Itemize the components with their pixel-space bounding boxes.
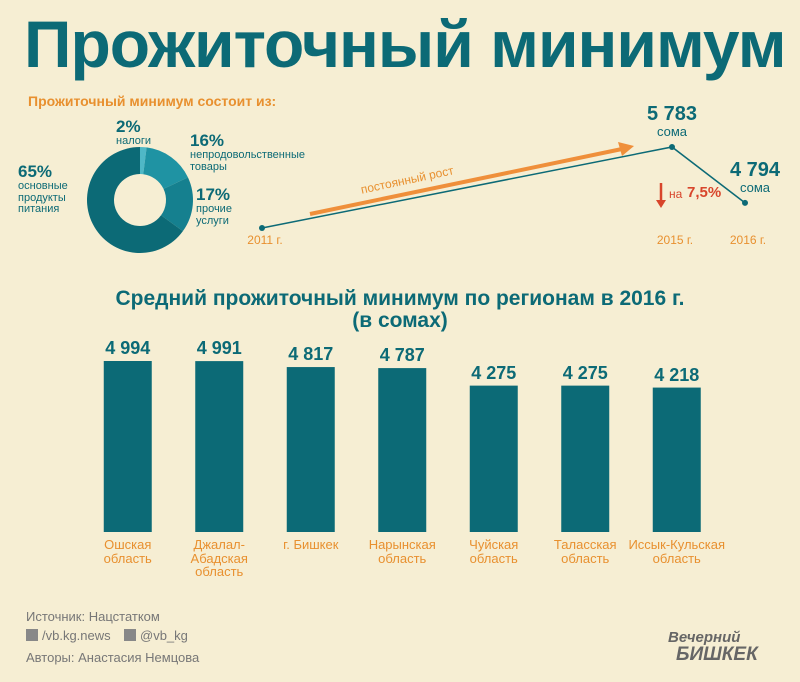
point: [669, 143, 675, 150]
segment-value: 16%: [190, 131, 225, 150]
segment-value: 65%: [18, 162, 53, 181]
change-label: 7,5%: [687, 184, 722, 201]
bar: [195, 361, 244, 532]
bar: [103, 361, 152, 532]
x-label: 2016 г.: [729, 233, 767, 247]
bar-value-label: 4 218: [654, 364, 700, 385]
point: [742, 199, 748, 206]
segment-value: 17%: [196, 185, 231, 204]
segment-label: прочие услуги: [196, 203, 232, 227]
value-unit: сома: [656, 124, 688, 139]
bar: [469, 385, 518, 532]
bar-value-label: 4 275: [562, 362, 608, 383]
trend-arrow-head: [618, 142, 634, 156]
bar: [286, 367, 335, 532]
x-label: 2011 г.: [247, 233, 283, 247]
logo-bottom: БИШКЕК: [676, 644, 758, 665]
bar: [652, 387, 701, 532]
source: Источник: Нацстатком: [26, 609, 160, 624]
value-label: 5 783: [646, 103, 698, 125]
twitter: @vb_kg: [140, 628, 188, 643]
x-tick-label: Чуйская область: [469, 537, 519, 566]
x-tick-label: Таласская область: [553, 537, 617, 566]
x-tick-label: г. Бишкек: [283, 537, 339, 552]
bar: [561, 385, 610, 532]
x-label: 2015 г.: [656, 233, 694, 247]
segment-label: основные продукты питания: [18, 180, 68, 216]
donut-segment: [87, 147, 183, 253]
facebook-icon: [26, 629, 38, 641]
value-unit: сома: [739, 180, 771, 195]
main-title: Прожиточный минимум: [24, 7, 787, 81]
point: [259, 225, 265, 232]
value-label: 4 794: [729, 159, 781, 181]
pie-title: Прожиточный минимум состоит из:: [28, 93, 277, 109]
bar-value-label: 4 787: [379, 345, 425, 366]
x-tick-label: Иссык-Кульская область: [628, 537, 726, 566]
down-arrow-head: [656, 200, 666, 208]
donut-segment: [140, 147, 147, 175]
facebook: /vb.kg.news: [42, 628, 111, 643]
change-prefix: на: [669, 187, 683, 201]
donut-segment: [143, 147, 188, 189]
bar: [378, 368, 427, 532]
logo-top: Вечерний: [668, 629, 741, 646]
bar-value-label: 4 994: [105, 338, 151, 358]
segment-label: непродовольственные товары: [190, 149, 305, 173]
segment-label: налоги: [116, 135, 152, 147]
bar-value-label: 4 991: [196, 338, 242, 359]
x-tick-label: Нарынская область: [368, 537, 436, 566]
twitter-icon: [124, 629, 136, 641]
authors: Авторы: Анастасия Немцова: [26, 650, 200, 665]
donut-segment: [161, 177, 193, 232]
segment-value: 2%: [116, 117, 141, 136]
bar-value-label: 4 275: [471, 362, 517, 383]
bar-title: Средний прожиточный минимум по регионам …: [115, 287, 685, 333]
bar-value-label: 4 817: [288, 344, 334, 365]
x-tick-label: Ошская область: [103, 537, 152, 566]
x-tick-label: Джалал-Абадская область: [190, 537, 248, 580]
trend-arrow: [309, 147, 623, 216]
